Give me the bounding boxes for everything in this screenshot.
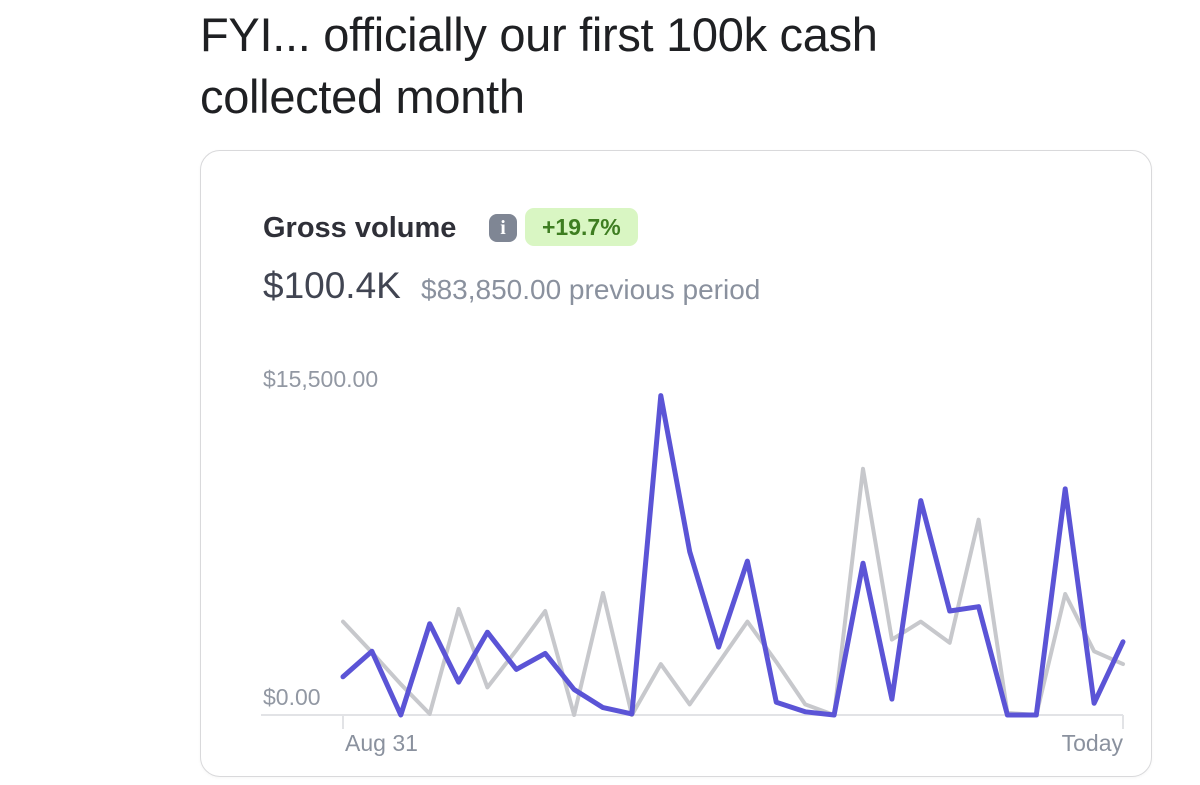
percent-change-badge: +19.7% [525,208,638,246]
metric-label: Gross volume [263,212,457,244]
gross-volume-card: Gross volume i +19.7% $100.4K $83,850.00… [200,150,1152,777]
page-title-line-1: FYI... officially our first 100k cash [200,8,878,61]
x-axis-label-end: Today [1061,730,1123,756]
previous-period-line [341,466,1125,717]
y-axis-label-max: $15,500.00 [263,366,379,392]
current-period-value: $100.4K [263,265,401,306]
y-axis-label-zero: $0.00 [263,684,321,710]
previous-period-value: $83,850.00 previous period [421,274,761,305]
current-period-line [340,393,1126,718]
gross-volume-chart-svg[interactable] [201,151,1153,778]
info-icon[interactable]: i [489,214,517,242]
page-title: FYI... officially our first 100k cash co… [200,4,1030,128]
x-axis-label-start: Aug 31 [345,730,418,756]
page-title-line-2: collected month [200,70,525,123]
